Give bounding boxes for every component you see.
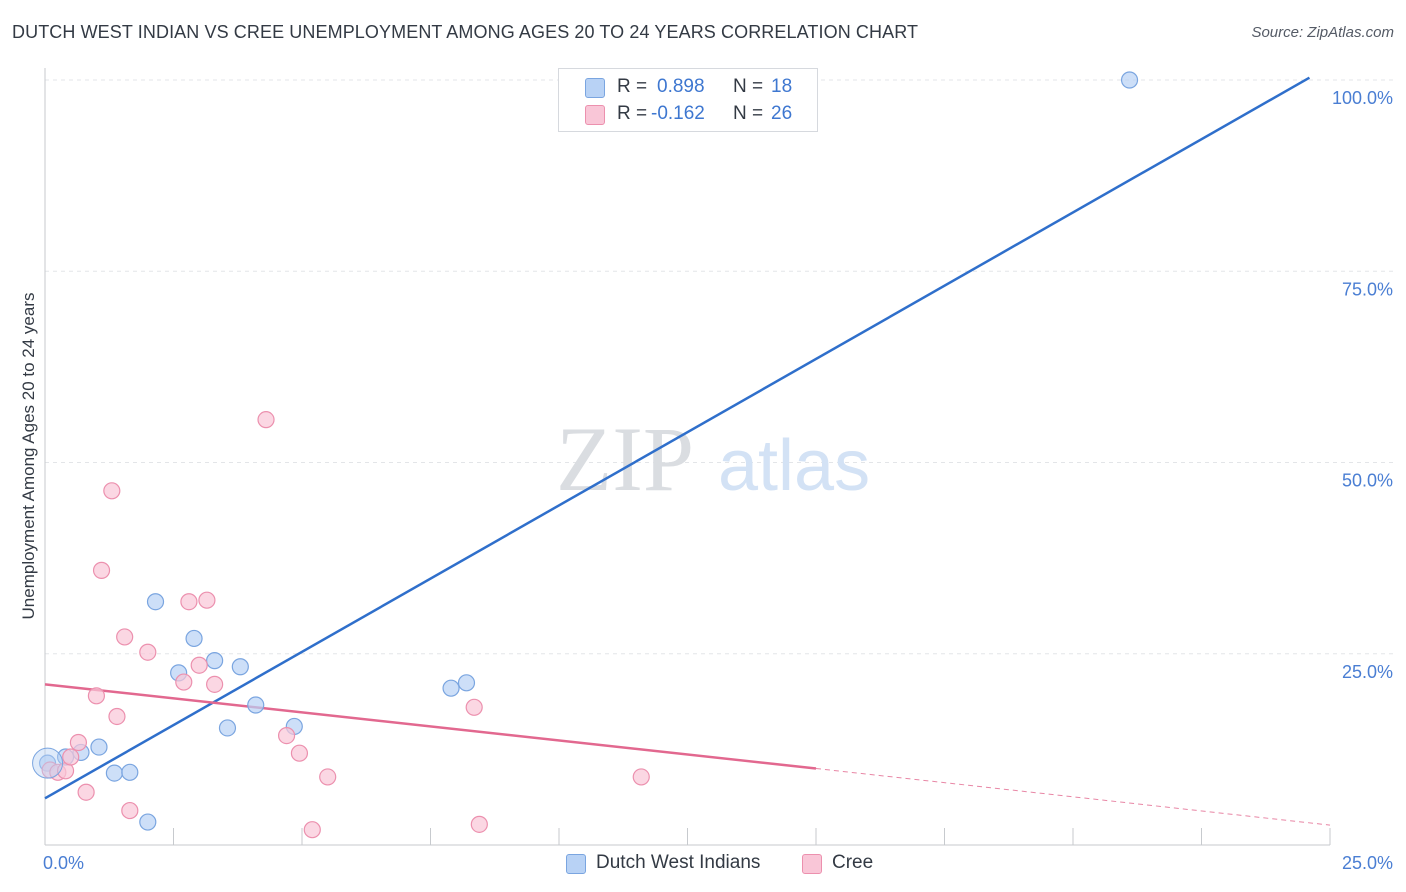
point-cree — [319, 768, 337, 786]
point-dutch-west-indians — [139, 813, 157, 831]
legend-r-label: R = — [617, 103, 648, 124]
y-tick-label: 100.0% — [1332, 88, 1393, 108]
legend-swatch-pink — [585, 105, 605, 125]
grid-lines — [45, 79, 1395, 655]
watermark-atlas: atlas — [718, 426, 870, 506]
trendline-cree — [44, 683, 817, 770]
tick-labels: 25.0% 50.0% 75.0% 100.0% 0.0% 25.0% — [43, 88, 1393, 873]
legend-r-value: 0.898 — [657, 76, 705, 97]
legend-r-label: R = — [617, 76, 648, 97]
axes — [44, 68, 1331, 846]
point-cree — [257, 411, 275, 429]
point-dutch-west-indians — [90, 738, 108, 756]
point-dutch-west-indians — [1120, 71, 1139, 89]
y-tick-label: 50.0% — [1342, 471, 1393, 491]
watermark: ZIP atlas — [556, 408, 870, 510]
point-dutch-west-indians — [206, 652, 224, 670]
x-tick-label: 0.0% — [43, 853, 84, 873]
point-dutch-west-indians — [105, 764, 123, 782]
point-cree — [190, 656, 208, 674]
point-cree — [92, 561, 111, 579]
trend-lines — [44, 76, 1331, 826]
point-cree — [175, 673, 193, 691]
legend-n-value: 18 — [771, 76, 793, 97]
point-cree — [198, 591, 216, 609]
point-dutch-west-indians — [231, 658, 249, 676]
point-cree — [139, 643, 157, 661]
legend-swatch-blue — [566, 854, 586, 874]
point-cree — [69, 733, 88, 752]
point-cree — [277, 727, 296, 745]
source-label: Source: ZipAtlas.com — [1251, 24, 1394, 41]
point-cree — [77, 783, 95, 801]
point-cree — [290, 744, 309, 762]
legend-series-label: Dutch West Indians — [596, 852, 761, 873]
point-cree — [470, 815, 488, 833]
point-dutch-west-indians — [146, 593, 165, 611]
point-dutch-west-indians — [247, 696, 265, 714]
point-cree — [121, 801, 139, 820]
point-cree — [303, 821, 321, 839]
legend-n-value: 26 — [771, 103, 793, 124]
legend-swatch-pink — [802, 854, 822, 874]
legend-n-label: N = — [733, 103, 764, 124]
x-tick-label: 25.0% — [1342, 853, 1393, 873]
legend-n-label: N = — [733, 76, 764, 97]
point-cree — [87, 687, 106, 705]
chart-title: DUTCH WEST INDIAN VS CREE UNEMPLOYMENT A… — [12, 22, 919, 42]
trendline-dutch-west-indians — [44, 76, 1311, 800]
point-cree — [206, 675, 224, 693]
y-axis-label: Unemployment Among Ages 20 to 24 years — [19, 293, 38, 620]
legend-r-value: -0.162 — [651, 103, 705, 124]
point-cree — [108, 707, 126, 726]
correlation-legend: R = 0.898 N = 18 R = -0.162 N = 26 — [558, 68, 818, 132]
point-dutch-west-indians — [218, 719, 237, 737]
y-tick-label: 25.0% — [1342, 662, 1393, 682]
point-dutch-west-indians — [442, 679, 460, 697]
point-cree — [103, 482, 121, 500]
y-tick-label: 75.0% — [1342, 279, 1393, 299]
legend-series-label: Cree — [832, 852, 874, 873]
point-dutch-west-indians — [121, 763, 139, 781]
point-dutch-west-indians — [457, 674, 476, 692]
point-cree — [62, 748, 80, 766]
trendline-extension-cree — [815, 768, 1331, 826]
point-cluster-dutch-west-indians — [32, 747, 64, 779]
point-cree — [116, 628, 134, 646]
legend-swatch-blue — [585, 78, 605, 98]
data-points — [32, 71, 1139, 839]
point-cree — [632, 768, 650, 786]
point-dutch-west-indians — [185, 629, 203, 648]
point-cree — [180, 593, 198, 611]
point-cree — [465, 698, 483, 716]
